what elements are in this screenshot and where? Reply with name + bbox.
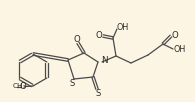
Text: OH: OH <box>174 45 186 54</box>
Text: O: O <box>96 32 102 40</box>
Text: OH: OH <box>117 23 129 33</box>
Text: S: S <box>69 79 75 89</box>
Text: O: O <box>20 82 26 91</box>
Text: O: O <box>172 30 178 39</box>
Text: N: N <box>101 56 107 65</box>
Text: CH₃: CH₃ <box>13 84 27 89</box>
Text: O: O <box>74 34 80 43</box>
Text: S: S <box>95 89 101 98</box>
